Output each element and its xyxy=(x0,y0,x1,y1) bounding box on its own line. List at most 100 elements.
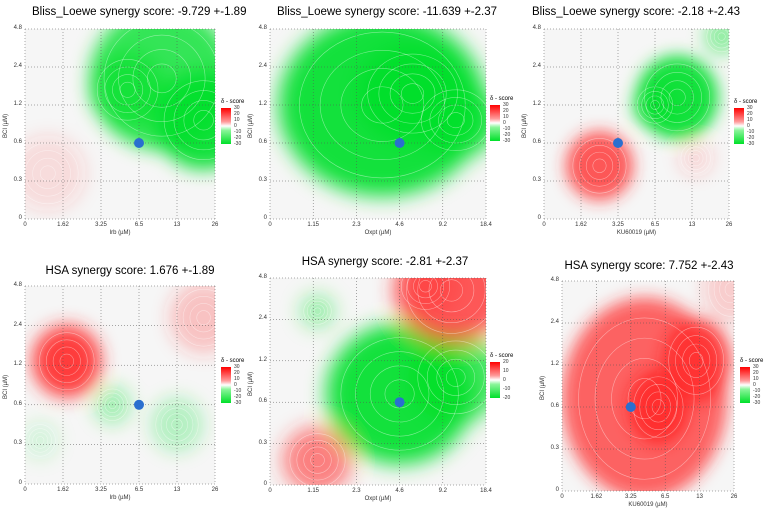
legend-tick-label: -30 xyxy=(747,141,755,147)
legend-tick-label: -10 xyxy=(503,386,511,392)
y-tick-label: 0.6 xyxy=(13,400,22,407)
contour-line xyxy=(407,278,444,304)
contour-line xyxy=(719,281,734,304)
y-axis-label: BCI (µM) xyxy=(248,371,254,396)
y-tick-label: 2.4 xyxy=(258,315,267,322)
x-tick-label: 4.6 xyxy=(395,222,404,228)
contour-line xyxy=(160,407,194,442)
synergy-region xyxy=(677,139,715,178)
contour-line xyxy=(378,63,447,124)
contour-line xyxy=(401,278,451,310)
contour-line xyxy=(572,138,627,194)
contour-line xyxy=(361,86,404,124)
legend-title: δ - score xyxy=(490,353,514,359)
contour-line xyxy=(585,151,614,180)
x-tick-label: 6.5 xyxy=(650,222,660,228)
legend-title: δ - score xyxy=(734,99,758,105)
legend-tick-label: 10 xyxy=(753,376,759,382)
y-tick-label: 4.8 xyxy=(13,25,22,31)
heatmap-svg xyxy=(269,277,487,486)
synergy-region xyxy=(282,427,353,485)
antagonism-region xyxy=(408,331,486,423)
synergy-region xyxy=(32,325,101,397)
contour-line xyxy=(445,367,466,387)
x-tick-label: 3.25 xyxy=(95,487,107,493)
x-tick-label: 3.25 xyxy=(612,222,624,228)
legend-tick-label: -10 xyxy=(234,129,242,135)
x-tick-label: 0 xyxy=(23,222,27,228)
contour-line xyxy=(627,378,662,420)
legend-tick-label: 10 xyxy=(503,368,509,374)
contour-line xyxy=(688,150,704,167)
contour-line xyxy=(310,304,325,319)
y-tick-label: 0 xyxy=(537,215,541,221)
x-tick-label: 4.6 xyxy=(395,488,404,494)
contour-line xyxy=(118,34,206,123)
contour-line xyxy=(147,63,177,94)
x-tick-label: 13 xyxy=(688,222,696,228)
contour-line xyxy=(650,100,660,110)
contour-line xyxy=(25,142,79,205)
legend: δ - score 30 20 10 0 -10 -20 -30 xyxy=(221,358,247,418)
antagonism-region xyxy=(300,294,335,328)
contour-line xyxy=(684,146,708,170)
legend-tick-label: 30 xyxy=(753,364,759,370)
y-tick-label: 0.6 xyxy=(13,139,22,145)
contour-line xyxy=(104,396,121,414)
synergy-region xyxy=(395,278,456,316)
plot-area: 0 1.62 3.25 6.5 13 26 0 0.3 0.6 1.2 2.4 4.8 Irb (µM)… xyxy=(3,282,218,501)
contour-line xyxy=(196,310,211,326)
contour-line xyxy=(313,307,322,315)
legend-tick-label: 0 xyxy=(503,120,506,126)
plot-area: 0 1.62 3.25 6.5 13 26 0 0.3 0.6 1.2 2.4 4.8 KU60019 … xyxy=(540,277,737,508)
legend-color-bar xyxy=(221,367,231,403)
y-tick-label: 1.2 xyxy=(13,361,22,368)
legend-tick-label: -20 xyxy=(234,135,242,141)
heatmap-svg xyxy=(269,28,487,220)
y-tick-label: 0 xyxy=(263,215,267,221)
y-tick-label: 0.3 xyxy=(550,445,559,451)
highlight-point xyxy=(394,397,405,408)
y-tick-label: 4.8 xyxy=(532,25,541,31)
legend-tick-label: 30 xyxy=(234,105,240,111)
synergy-region xyxy=(169,286,215,354)
x-tick-label: 26 xyxy=(211,222,219,228)
contour-line xyxy=(189,303,215,333)
contour-line xyxy=(59,353,74,369)
y-tick-label: 4.8 xyxy=(258,25,267,31)
chart-title: Bliss_Loewe synergy score: -9.729 +-1.89 xyxy=(32,6,247,18)
x-tick-label: 13 xyxy=(173,222,181,228)
x-tick-label: 1.62 xyxy=(590,494,603,500)
x-tick-label: 26 xyxy=(211,487,219,493)
contour-line xyxy=(96,59,159,121)
y-tick-label: 4.8 xyxy=(258,274,267,280)
plot-area: 0 1.15 2.3 4.6 9.2 18.4 0 0.3 0.6 1.2 2.4 4.8 Oxpt (… xyxy=(248,274,492,502)
antagonism-region xyxy=(154,70,215,170)
y-tick-label: 0.3 xyxy=(258,177,267,183)
contour-line xyxy=(429,97,482,144)
contour-line xyxy=(446,112,465,129)
synergy-region xyxy=(703,281,734,323)
legend-tick-label: -30 xyxy=(234,141,242,147)
highlight-point xyxy=(613,138,623,148)
highlight-point xyxy=(394,138,405,148)
contour-line xyxy=(306,300,329,322)
contour-line xyxy=(417,340,486,415)
legend: δ - score 30 20 10 0 -10 -20 -30 xyxy=(740,358,766,418)
x-tick-label: 1.15 xyxy=(307,222,320,228)
contour-line xyxy=(45,339,88,383)
contour-line xyxy=(611,357,678,440)
contour-line xyxy=(578,317,711,480)
contour-line xyxy=(644,63,711,132)
contour-line xyxy=(303,446,332,474)
legend: δ - score 20 10 0 -10 -20 xyxy=(490,353,516,413)
y-axis-label: BCI (µM) xyxy=(3,374,9,399)
x-tick-label: 6.5 xyxy=(134,222,144,228)
y-tick-label: 0.6 xyxy=(258,398,267,405)
y-tick-label: 0.3 xyxy=(13,177,22,183)
chart-title: Bliss_Loewe synergy score: -11.639 +-2.3… xyxy=(277,6,498,18)
contour-line xyxy=(401,83,425,104)
legend-color-bar xyxy=(490,362,500,398)
contour-line xyxy=(680,142,711,174)
highlight-point xyxy=(134,138,144,148)
